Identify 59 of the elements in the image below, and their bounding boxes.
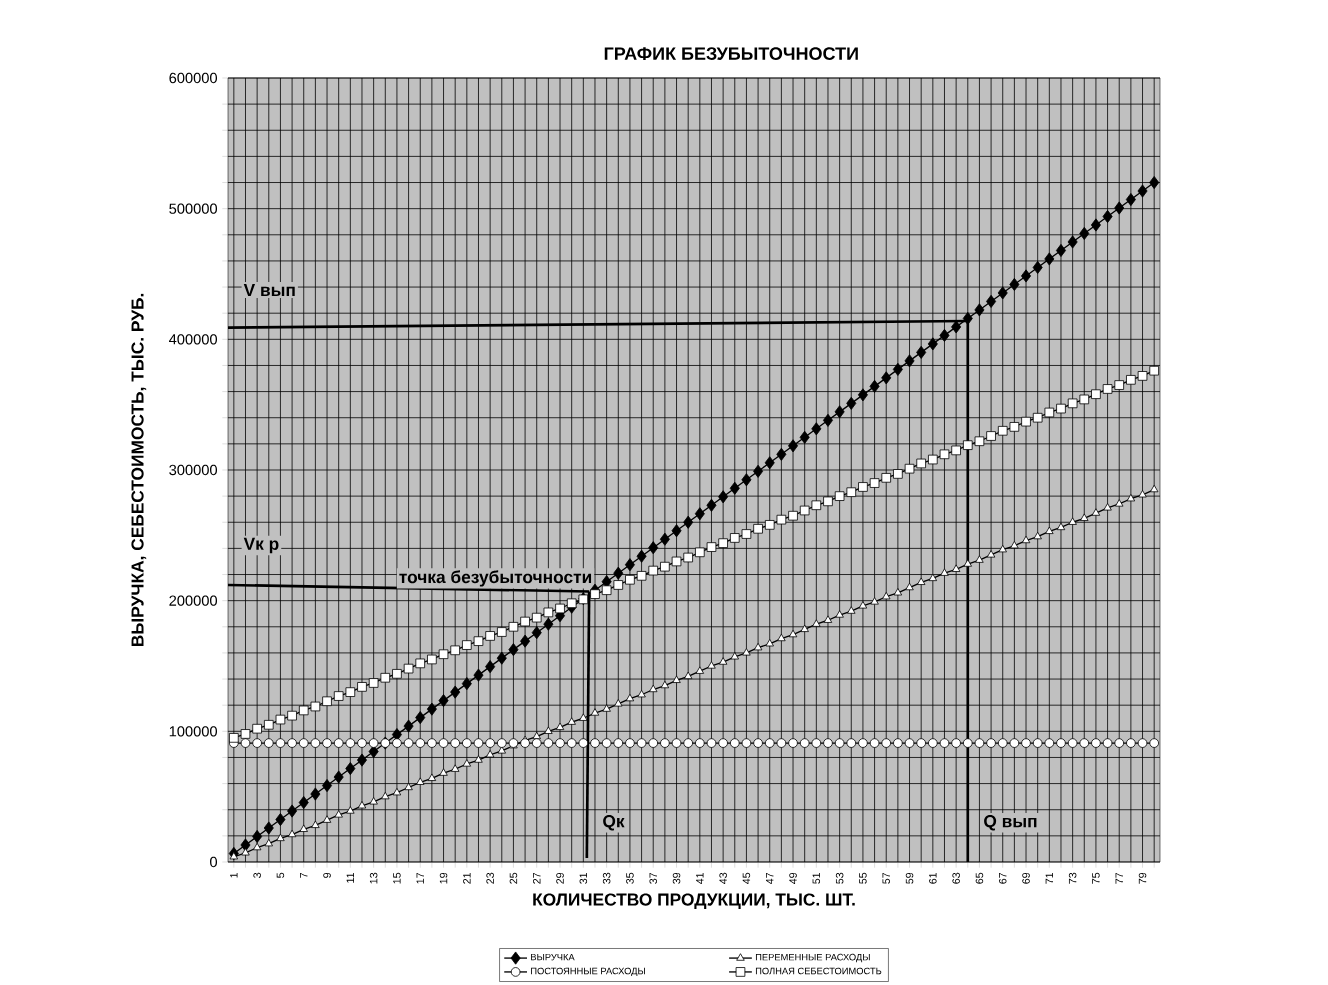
x-tick-label: 69: [1022, 872, 1030, 884]
annotation: Qк: [603, 815, 625, 831]
legend-label: ВЫРУЧКА: [531, 953, 575, 961]
annotation: точка безубыточности: [399, 570, 592, 587]
x-tick-label: 19: [439, 872, 448, 884]
x-tick-label: 29: [556, 872, 564, 884]
x-tick-label: 25: [509, 872, 518, 884]
x-tick-label: 7: [300, 872, 308, 878]
y-tick-label: 0: [210, 856, 218, 868]
y-tick-label: 100000: [169, 726, 218, 737]
x-tick-label: 37: [649, 872, 658, 884]
x-tick-label: 75: [1092, 872, 1100, 884]
x-axis-title: КОЛИЧЕСТВО ПРОДУКЦИИ, ТЫС. ШТ.: [533, 893, 855, 909]
x-tick-label: 15: [393, 872, 401, 884]
x-tick-label: 55: [859, 872, 867, 884]
x-tick-label: 11: [346, 872, 354, 883]
annotation: Q вып: [984, 815, 1037, 831]
x-tick-label: 35: [626, 872, 634, 884]
x-tick-label: 65: [975, 872, 984, 884]
x-tick-label: 23: [486, 872, 494, 884]
x-tick-label: 27: [533, 872, 541, 884]
x-tick-label: 13: [369, 872, 378, 884]
annotation: Vк р: [243, 537, 279, 554]
y-tick-label: 300000: [169, 464, 218, 476]
legend-label: ПОСТОЯННЫЕ РАСХОДЫ: [531, 967, 645, 977]
y-axis-title: ВЫРУЧКА, СЕБЕСТОИМОСТЬ, ТЫС. РУБ.: [131, 293, 147, 647]
x-tick-label: 59: [905, 872, 914, 884]
x-tick-label: 61: [929, 872, 937, 884]
annotation: V вып: [243, 284, 295, 296]
x-tick-label: 21: [463, 872, 471, 884]
x-tick-label: 63: [952, 872, 960, 884]
x-tick-label: 79: [1138, 872, 1147, 884]
x-tick-label: 3: [253, 872, 261, 878]
x-tick-label: 31: [579, 872, 588, 884]
x-tick-label: 9: [323, 872, 331, 878]
x-tick-label: 57: [882, 872, 890, 884]
x-tick-label: 73: [1068, 872, 1077, 884]
y-tick-label: 400000: [169, 334, 218, 345]
x-tick-label: 5: [276, 872, 285, 878]
x-tick-label: 77: [1115, 872, 1123, 884]
legend-label: ПЕРЕМЕННЫЕ РАСХОДЫ: [755, 953, 870, 963]
x-tick-label: 51: [812, 872, 821, 884]
y-tick-label: 500000: [169, 203, 218, 214]
x-tick-label: 67: [998, 872, 1007, 884]
x-tick-label: 43: [719, 872, 727, 884]
y-tick-label: 600000: [169, 72, 218, 84]
y-tick-label: 200000: [169, 595, 218, 606]
x-tick-label: 71: [1045, 872, 1053, 884]
x-tick-label: 1: [230, 872, 238, 878]
x-tick-label: 49: [789, 872, 797, 884]
x-tick-label: 45: [742, 872, 751, 884]
chart-title: ГРАФИК БЕЗУБЫТОЧНОСТИ: [604, 47, 858, 60]
x-tick-label: 17: [416, 872, 424, 884]
x-tick-label: 53: [835, 872, 844, 884]
x-tick-label: 33: [602, 872, 611, 884]
legend-label: ПОЛНАЯ СЕБЕСТОИМОСТЬ: [755, 967, 882, 975]
x-tick-label: 41: [696, 872, 704, 884]
x-tick-label: 39: [672, 872, 681, 884]
x-tick-label: 47: [766, 872, 774, 884]
